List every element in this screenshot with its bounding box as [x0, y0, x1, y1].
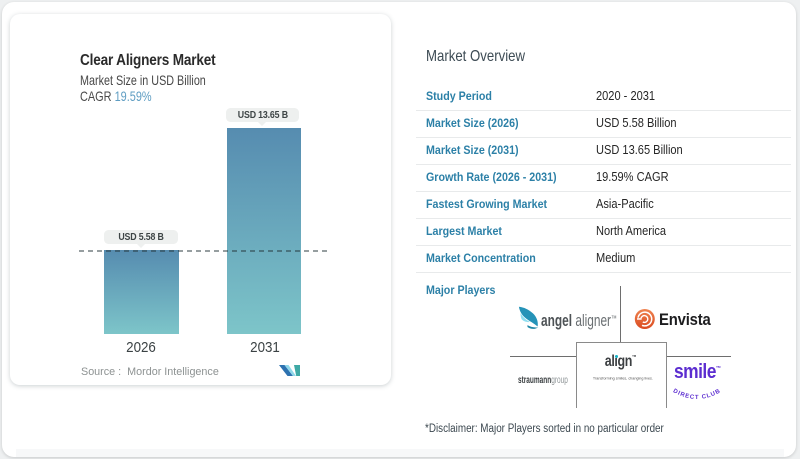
- svg-text:DIRECT CLUB: DIRECT CLUB: [672, 388, 722, 401]
